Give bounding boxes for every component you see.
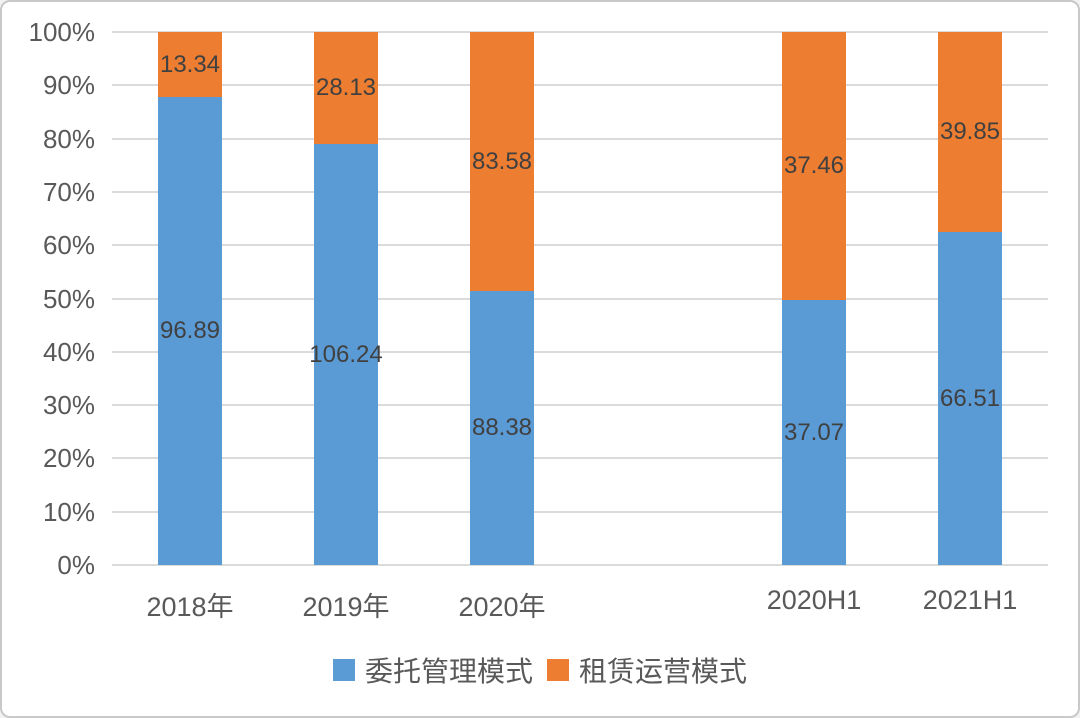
y-axis-tick-label: 80% xyxy=(42,123,95,154)
gridline xyxy=(112,510,1048,513)
gridline xyxy=(112,84,1048,87)
x-axis-label-2019年: 2019年 xyxy=(302,592,390,622)
bar-segment-orange xyxy=(158,32,222,97)
x-axis-label-2020年: 2020年 xyxy=(458,592,546,622)
bar-2021H1 xyxy=(938,32,1002,565)
y-axis-tick-label: 30% xyxy=(42,390,95,421)
y-axis-tick-label: 70% xyxy=(42,176,95,207)
bar-2019年 xyxy=(314,32,378,565)
legend-item-series-1: 租赁运营模式 xyxy=(547,650,747,690)
bar-2020年 xyxy=(470,32,534,565)
bar-2020H1 xyxy=(782,32,846,565)
bar-segment-orange xyxy=(314,32,378,144)
bar-2018年 xyxy=(158,32,222,565)
gridline xyxy=(112,457,1048,460)
y-axis-tick-label: 40% xyxy=(42,336,95,367)
y-axis-tick-label: 60% xyxy=(42,230,95,261)
bar-segment-orange xyxy=(470,32,534,291)
legend-swatch-blue-icon xyxy=(332,659,355,681)
y-axis-tick-label: 50% xyxy=(42,283,95,314)
y-axis-tick-label: 0% xyxy=(57,550,95,580)
x-axis-label-2020H1: 2020H1 xyxy=(766,585,862,615)
plot-area: 13.34 96.89 28.13 106.24 83.58 88.38 37.46 37.0… xyxy=(112,31,1048,566)
bar-segment-blue xyxy=(158,97,222,565)
y-axis-tick-label: 90% xyxy=(42,70,95,101)
legend-item-series-0: 委托管理模式 xyxy=(332,650,533,690)
gridline xyxy=(112,404,1048,407)
legend-swatch-orange-icon xyxy=(547,659,569,681)
bar-segment-blue xyxy=(782,300,846,565)
y-axis-tick-label: 100% xyxy=(28,17,96,47)
gridline xyxy=(112,244,1048,247)
x-axis-label-2021H1: 2021H1 xyxy=(922,585,1018,615)
y-axis-tick-label: 20% xyxy=(42,443,95,474)
bar-segment-orange xyxy=(782,32,846,300)
legend-label-series-0: 委托管理模式 xyxy=(364,656,533,687)
gridline xyxy=(112,137,1048,140)
gridline xyxy=(112,31,1048,33)
y-axis-tick-label: 10% xyxy=(42,496,95,527)
legend-label-series-1: 租赁运营模式 xyxy=(579,656,748,687)
legend: 委托管理模式 租赁运营模式 xyxy=(2,650,1078,690)
gridline xyxy=(112,297,1048,300)
gridline xyxy=(112,190,1048,193)
bar-segment-orange xyxy=(938,32,1002,232)
bar-segment-blue xyxy=(314,144,378,565)
gridline xyxy=(112,350,1048,353)
x-axis-label-2018年: 2018年 xyxy=(146,592,234,622)
gridline xyxy=(112,564,1048,566)
bar-segment-blue xyxy=(938,232,1002,565)
bar-segment-blue xyxy=(470,291,534,565)
